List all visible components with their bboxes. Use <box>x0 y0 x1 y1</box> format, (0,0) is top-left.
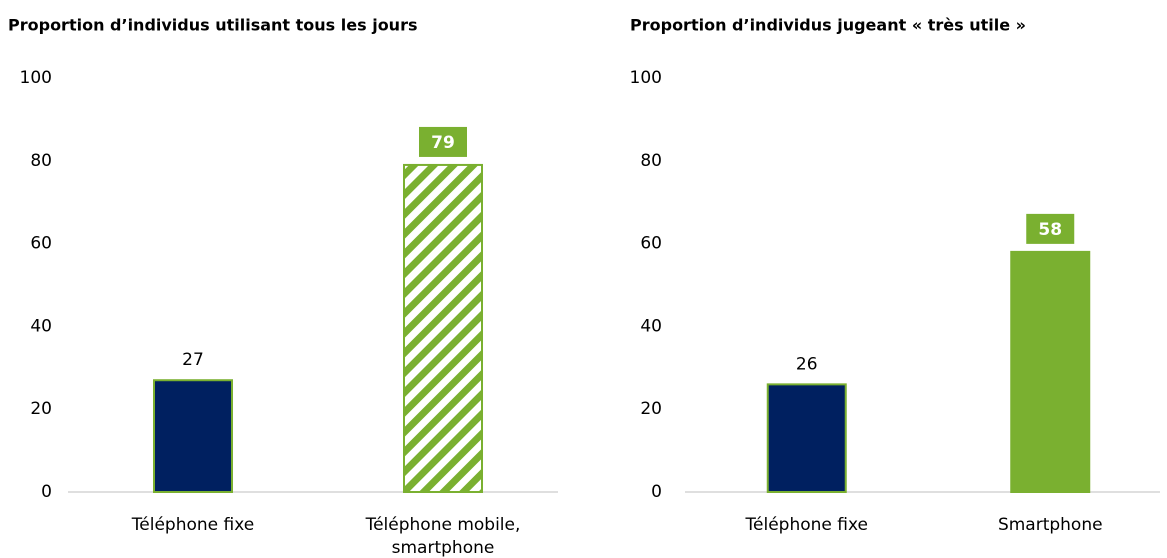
y-tick-label: 80 <box>30 151 52 171</box>
y-tick-label: 40 <box>30 316 52 336</box>
value-label: 79 <box>431 133 455 153</box>
chart-title: Proportion d’individus utilisant tous le… <box>8 16 417 35</box>
y-tick-label: 20 <box>30 399 52 419</box>
x-tick-label: Téléphone fixe <box>131 515 255 535</box>
value-label-box <box>1026 213 1075 244</box>
bar <box>403 163 483 493</box>
y-tick-label: 40 <box>640 316 662 336</box>
y-tick-label: 80 <box>640 151 662 171</box>
bar <box>766 383 847 493</box>
x-tick-label: Téléphone fixe <box>745 515 868 535</box>
x-tick-label: Smartphone <box>997 515 1103 535</box>
value-label-box <box>419 126 467 157</box>
y-tick-label: 100 <box>630 68 662 88</box>
y-tick-label: 0 <box>651 482 662 502</box>
y-tick-label: 20 <box>640 399 662 419</box>
bar <box>153 379 233 493</box>
bar <box>1010 250 1091 493</box>
y-tick-label: 0 <box>41 482 52 502</box>
y-tick-label: 60 <box>640 234 662 254</box>
chart-title: Proportion d’individus jugeant « très ut… <box>630 16 1026 35</box>
value-label: 58 <box>1038 220 1062 240</box>
value-label: 26 <box>796 354 818 374</box>
value-label: 27 <box>182 350 204 370</box>
y-tick-label: 60 <box>30 234 52 254</box>
x-tick-label: Téléphone mobile, smartphone <box>365 515 521 558</box>
y-tick-label: 100 <box>20 68 52 88</box>
